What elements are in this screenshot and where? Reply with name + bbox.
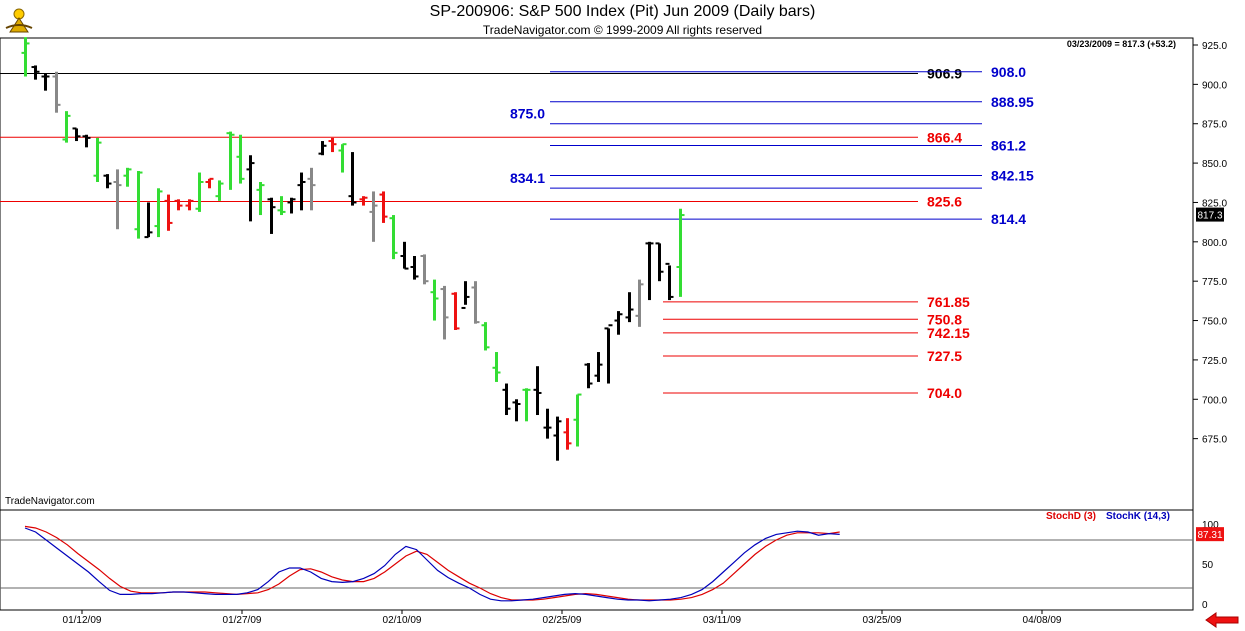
date-label: 02/10/09 <box>383 615 422 626</box>
level-label: 761.85 <box>927 294 970 310</box>
stoch-tick-label: 100 <box>1202 520 1219 531</box>
price-tick-label: 725.0 <box>1202 356 1227 367</box>
level-label: 906.9 <box>927 65 962 81</box>
ohlc-bars <box>21 37 685 461</box>
stochK-legend: StochK (14,3) <box>1106 511 1170 522</box>
last-price-tag-bg <box>1196 207 1224 222</box>
chart-subtitle: TradeNavigator.com © 1999-2009 All right… <box>482 23 763 37</box>
level-label: 861.2 <box>991 137 1026 153</box>
stochK-line <box>24 527 840 602</box>
level-label: 834.1 <box>510 170 545 186</box>
date-label: 03/11/09 <box>703 615 742 626</box>
level-label: 908.0 <box>991 64 1026 80</box>
axes: 925.0 900.0 875.0 850.0 825.0 800.0 775.0 750.0… <box>5 39 1227 626</box>
level-label: 727.5 <box>927 348 962 364</box>
price-tick-label: 775.0 <box>1202 277 1227 288</box>
stoch-value-tag-bg <box>1196 527 1224 542</box>
price-tick-label: 925.0 <box>1202 41 1227 52</box>
level-label: 875.0 <box>510 106 545 122</box>
last-price-tag: 817.3 <box>1197 211 1222 222</box>
date-label: 01/27/09 <box>223 615 262 626</box>
price-tick-label: 700.0 <box>1202 395 1227 406</box>
price-tick-label: 900.0 <box>1202 80 1227 91</box>
level-label: 704.0 <box>927 385 962 401</box>
level-label: 750.8 <box>927 311 962 327</box>
price-tick-label: 800.0 <box>1202 238 1227 249</box>
stochastic-panel: StochD (3) StochK (14,3) <box>0 511 1193 602</box>
stoch-value-tag: 87.31 <box>1197 530 1222 541</box>
price-tick-label: 850.0 <box>1202 159 1227 170</box>
level-label: 866.4 <box>927 129 962 145</box>
grid-layer <box>0 37 1194 611</box>
price-tick-label: 825.0 <box>1202 198 1227 209</box>
tradenavigator-logo-icon[interactable] <box>2 2 36 36</box>
fib-levels: 906.9 908.0 888.95 875.0 866.4 861.2 842.15 834… <box>0 64 1034 401</box>
date-label: 02/25/09 <box>543 615 582 626</box>
scroll-back-arrow-icon[interactable] <box>1204 612 1240 628</box>
chart-title: SP-200906: S&P 500 Index (Pit) Jun 2009 … <box>429 3 816 20</box>
level-label: 842.15 <box>991 167 1034 183</box>
date-label: 01/12/09 <box>63 615 102 626</box>
level-label: 814.4 <box>991 211 1026 227</box>
last-quote: 03/23/2009 = 817.3 (+53.2) <box>1067 39 1176 49</box>
price-tick-label: 875.0 <box>1202 120 1227 131</box>
stoch-tick-label: 0 <box>1202 600 1208 611</box>
stochD-line <box>24 525 840 601</box>
price-tick-label: 750.0 <box>1202 317 1227 328</box>
stoch-tick-label: 50 <box>1202 560 1214 571</box>
level-label: 888.95 <box>991 94 1034 110</box>
date-label: 03/25/09 <box>863 615 902 626</box>
level-label: 825.6 <box>927 194 962 210</box>
price-tick-label: 675.0 <box>1202 435 1227 446</box>
stochD-legend: StochD (3) <box>1046 511 1096 522</box>
date-label: 04/08/09 <box>1023 615 1062 626</box>
level-label: 742.15 <box>927 325 970 341</box>
watermark: TradeNavigator.com <box>5 496 95 507</box>
